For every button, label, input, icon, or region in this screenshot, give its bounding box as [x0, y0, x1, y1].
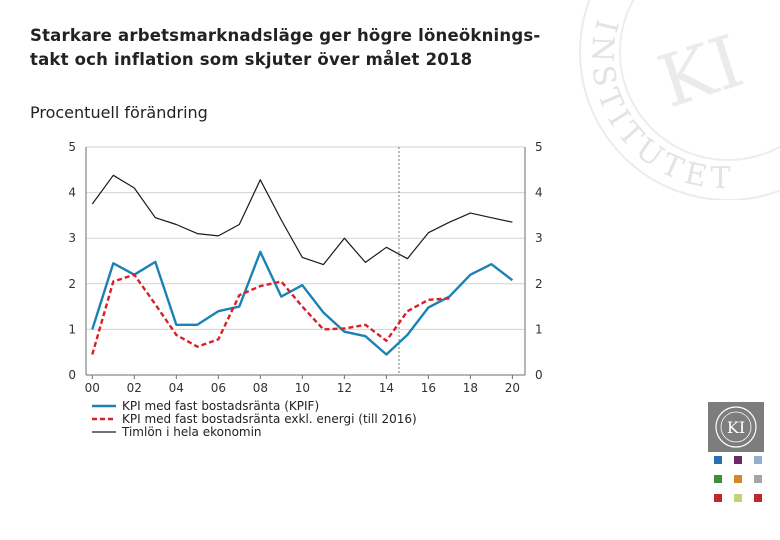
- swatch-blue: [714, 456, 722, 464]
- legend-label-2: KPI med fast bostadsränta exkl. energi (…: [122, 412, 417, 426]
- y-tick-label-left-5: 5: [68, 140, 76, 154]
- x-tick-label-2014: 14: [379, 381, 394, 395]
- title-line-1: Starkare arbetsmarknadsläge ger högre lö…: [30, 26, 541, 45]
- x-tick-label-2006: 06: [211, 381, 226, 395]
- x-tick-label-2004: 04: [169, 381, 184, 395]
- x-tick-label-2010: 10: [295, 381, 310, 395]
- y-tick-label-right-4: 4: [535, 186, 543, 200]
- y-tick-label-left-3: 3: [68, 231, 76, 245]
- chart-subtitle: Procentuell förändring: [30, 103, 208, 122]
- swatch-orange: [734, 475, 742, 483]
- grid: [86, 146, 525, 330]
- x-tick-label-2012: 12: [337, 381, 352, 395]
- y-tick-label-left-4: 4: [68, 186, 76, 200]
- series-line-2: [91, 273, 450, 355]
- axes: 0 01 12 23 34 45 500 02 04 06 08 10 12 14 16 18 20: [68, 140, 542, 395]
- legend-label-3: Timlön i hela ekonomin: [121, 425, 262, 439]
- x-tick-label-2008: 08: [253, 381, 268, 395]
- y-tick-label-right-0: 0: [535, 368, 543, 382]
- swatch-red-2: [754, 494, 762, 502]
- swatch-green: [714, 475, 722, 483]
- swatch-lightblue: [754, 456, 762, 464]
- swatch-red: [714, 494, 722, 502]
- y-tick-label-left-0: 0: [68, 368, 76, 382]
- y-tick-label-right-1: 1: [535, 322, 543, 336]
- watermark-seal: INSTITUTET KI: [579, 0, 780, 200]
- x-tick-label-2002: 02: [127, 381, 142, 395]
- legend: KPI med fast bostadsränta (KPIF)KPI med …: [92, 399, 417, 439]
- slide-title: Starkare arbetsmarknadsläge ger högre lö…: [30, 24, 590, 72]
- y-tick-label-right-5: 5: [535, 140, 543, 154]
- x-tick-label-2020: 20: [505, 381, 520, 395]
- title-line-2: takt och inflation som skjuter över måle…: [30, 50, 473, 69]
- logo-text: KI: [727, 418, 745, 437]
- x-tick-label-2000: 00: [85, 381, 100, 395]
- swatch-purple: [734, 456, 742, 464]
- ki-logo-icon: KI: [708, 402, 764, 452]
- color-swatches: [714, 456, 770, 502]
- y-tick-label-left-2: 2: [68, 277, 76, 291]
- series-line-1: [91, 250, 514, 356]
- series-line-3: [91, 174, 513, 266]
- y-tick-label-right-3: 3: [535, 231, 543, 245]
- y-tick-label-right-2: 2: [535, 277, 543, 291]
- x-tick-label-2018: 18: [463, 381, 478, 395]
- swatch-grey: [754, 475, 762, 483]
- series: [91, 174, 514, 356]
- swatch-lightgreen: [734, 494, 742, 502]
- x-tick-label-2016: 16: [421, 381, 436, 395]
- y-tick-label-left-1: 1: [68, 322, 76, 336]
- legend-label-1: KPI med fast bostadsränta (KPIF): [122, 399, 319, 413]
